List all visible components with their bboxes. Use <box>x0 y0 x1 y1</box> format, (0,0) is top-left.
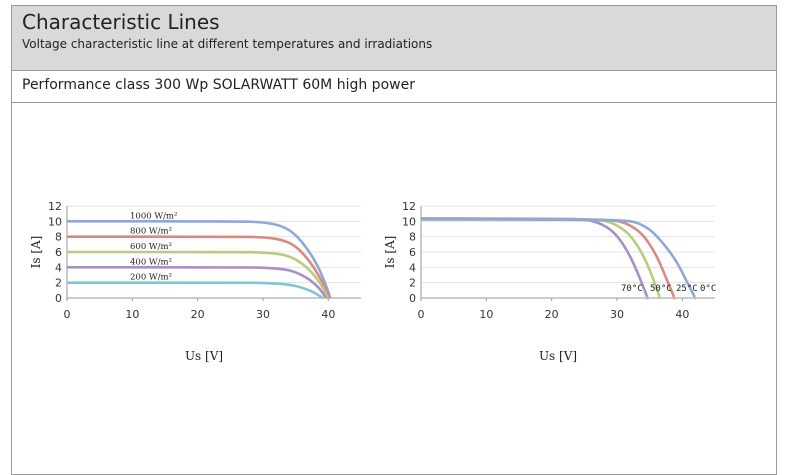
page-subtitle: Voltage characteristic line at different… <box>22 37 433 51</box>
y-tick-label: 2 <box>55 277 62 290</box>
x-axis-label: Us [V] <box>185 349 223 363</box>
series-label: 200 W/m² <box>130 273 172 283</box>
series-label: 70°C <box>621 284 643 294</box>
y-tick-label: 10 <box>48 215 62 228</box>
x-tick-label: 10 <box>125 308 139 321</box>
series-line <box>67 281 324 300</box>
series-label: 50°C <box>650 284 672 294</box>
x-tick-label: 20 <box>191 308 205 321</box>
y-tick-label: 10 <box>402 215 416 228</box>
series-line <box>67 265 327 299</box>
series-line <box>420 217 649 300</box>
x-tick-label: 0 <box>64 308 71 321</box>
chart-1: 0 2 4 6 8 10 12 0 10 20 30 40 Us [V] Is [A] 1000 W/m² 8… <box>29 200 361 363</box>
y-tick-label: 8 <box>409 231 416 244</box>
panel-header: Characteristic Lines Voltage characteris… <box>12 6 776 71</box>
y-tick-label: 12 <box>402 200 416 213</box>
y-tick-label: 6 <box>409 246 416 259</box>
y-tick-label: 6 <box>55 246 62 259</box>
y-tick-label: 8 <box>55 231 62 244</box>
series-label: 25°C <box>676 284 698 294</box>
series-line <box>66 219 332 299</box>
series-label: 400 W/m² <box>130 257 172 267</box>
x-axis-label: Us [V] <box>539 349 577 363</box>
y-tick-label: 12 <box>48 200 62 213</box>
y-axis-label: Is [A] <box>29 236 43 269</box>
series-line <box>67 250 329 300</box>
series-label: 0°C <box>700 284 716 294</box>
chart-2: 0 2 4 6 8 10 12 0 10 20 30 40 Us [V] Is [A] 70°C 50°C 25… <box>383 200 716 363</box>
y-tick-label: 4 <box>55 261 62 274</box>
series-label: 600 W/m² <box>130 242 172 252</box>
performance-class-label: Performance class 300 Wp SOLARWATT 60M h… <box>12 71 776 103</box>
x-tick-label: 30 <box>256 308 270 321</box>
y-tick-label: 0 <box>409 292 416 305</box>
y-tick-label: 0 <box>55 292 62 305</box>
y-tick-label: 2 <box>409 277 416 290</box>
x-tick-label: 30 <box>610 308 624 321</box>
series-label: 800 W/m² <box>130 227 172 237</box>
series-label: 1000 W/m² <box>130 211 177 221</box>
x-tick-label: 0 <box>418 308 425 321</box>
x-tick-label: 10 <box>479 308 493 321</box>
page-title: Characteristic Lines <box>22 10 220 34</box>
series-line <box>420 218 697 300</box>
y-axis-label: Is [A] <box>383 236 397 269</box>
series-line <box>66 235 331 299</box>
characteristic-lines-panel: Characteristic Lines Voltage characteris… <box>11 5 777 475</box>
x-tick-label: 20 <box>545 308 559 321</box>
y-tick-label: 4 <box>409 261 416 274</box>
x-tick-label: 40 <box>675 308 689 321</box>
x-tick-label: 40 <box>321 308 335 321</box>
